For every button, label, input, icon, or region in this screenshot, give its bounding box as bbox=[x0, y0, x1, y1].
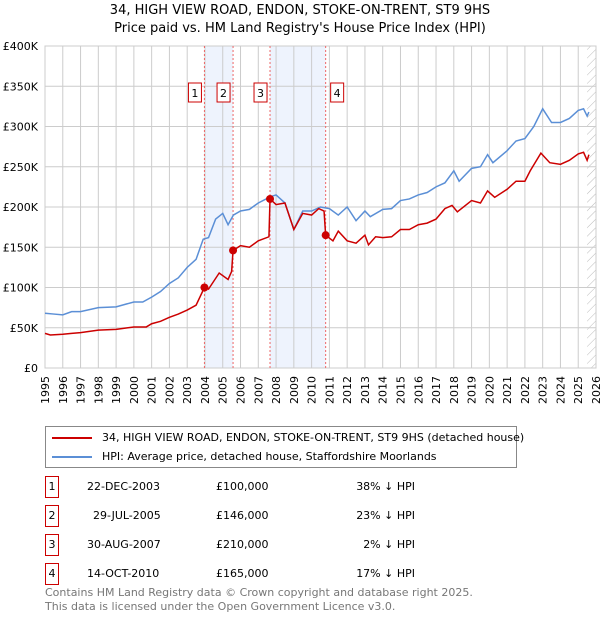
sale-label-box bbox=[330, 82, 345, 103]
x-tick-label: 2000 bbox=[128, 376, 141, 404]
x-tick-label: 2014 bbox=[377, 376, 390, 404]
plot-border bbox=[44, 45, 597, 369]
x-tick-label: 2021 bbox=[501, 376, 514, 404]
legend: 34, HIGH VIEW ROAD, ENDON, STOKE-ON-TREN… bbox=[45, 426, 524, 468]
sale-date: 22-DEC-2003 bbox=[87, 480, 161, 493]
sale-hpi-diff: 38% ↓ HPI bbox=[356, 480, 415, 493]
sale-label: 3 bbox=[257, 87, 264, 100]
x-tick-label: 2001 bbox=[146, 376, 159, 404]
sale-price: £165,000 bbox=[216, 567, 269, 580]
x-tick-label: 1999 bbox=[110, 376, 123, 404]
y-tick-label: £300K bbox=[3, 121, 39, 134]
y-tick-label: £350K bbox=[3, 80, 39, 93]
x-tick-label: 1997 bbox=[75, 376, 88, 404]
x-tick-label: 2004 bbox=[199, 376, 212, 404]
x-tick-label: 2026 bbox=[590, 376, 600, 404]
x-tick-label: 2018 bbox=[448, 376, 461, 404]
footer-line-1: Contains HM Land Registry data © Crown c… bbox=[45, 586, 473, 599]
x-tick-label: 2020 bbox=[483, 376, 496, 404]
x-tick-label: 2019 bbox=[466, 376, 479, 404]
x-tick-label: 1996 bbox=[57, 376, 70, 404]
legend-label: 34, HIGH VIEW ROAD, ENDON, STOKE-ON-TREN… bbox=[102, 431, 525, 444]
x-tick-label: 2002 bbox=[163, 376, 176, 404]
y-tick-label: £150K bbox=[3, 241, 39, 254]
sale-price: £210,000 bbox=[216, 538, 269, 551]
hpi-line bbox=[44, 107, 590, 316]
x-tick-label: 2013 bbox=[359, 376, 372, 404]
x-tick-label: 2010 bbox=[306, 376, 319, 404]
x-tick-label: 2024 bbox=[554, 376, 567, 404]
sale-point bbox=[321, 231, 330, 240]
legend-swatch-blue bbox=[52, 456, 92, 458]
x-tick-label: 2011 bbox=[323, 376, 336, 404]
y-tick-label: £400K bbox=[3, 40, 39, 53]
x-tick-label: 2007 bbox=[252, 376, 265, 404]
y-tick-label: £100K bbox=[3, 282, 39, 295]
chart-title: 34, HIGH VIEW ROAD, ENDON, STOKE-ON-TREN… bbox=[109, 3, 491, 18]
sale-label: 1 bbox=[191, 87, 198, 100]
sale-label: 4 bbox=[334, 87, 341, 100]
sale-point bbox=[266, 194, 275, 203]
sale-number: 3 bbox=[45, 534, 59, 556]
x-tick-label: 2017 bbox=[430, 376, 443, 404]
y-tick-label: £200K bbox=[3, 201, 39, 214]
x-tick-label: 2016 bbox=[412, 376, 425, 404]
sale-hpi-diff: 23% ↓ HPI bbox=[356, 509, 415, 522]
x-tick-label: 2005 bbox=[217, 376, 230, 404]
sale-date: 29-JUL-2005 bbox=[93, 509, 161, 522]
y-tick-label: £50K bbox=[10, 322, 39, 335]
x-tick-label: 2022 bbox=[519, 376, 532, 404]
x-tick-label: 2003 bbox=[181, 376, 194, 404]
price-chart: 1995 1996 1997 1998 1999 2000 2001 2002 2003 2004… bbox=[3, 40, 600, 404]
y-tick-label: £0 bbox=[24, 362, 38, 375]
sale-point bbox=[229, 246, 238, 255]
x-tick-label: 2009 bbox=[288, 376, 301, 404]
sale-point bbox=[200, 283, 209, 292]
x-tick-label: 2006 bbox=[235, 376, 248, 404]
legend-swatch-red bbox=[52, 437, 92, 439]
sale-number: 2 bbox=[45, 505, 59, 527]
footer-line-2: This data is licensed under the Open Gov… bbox=[45, 600, 396, 613]
y-tick-label: £250K bbox=[3, 161, 39, 174]
sale-label: 2 bbox=[220, 87, 227, 100]
sale-label-box bbox=[253, 82, 268, 103]
sale-number: 4 bbox=[45, 563, 59, 585]
legend-label: HPI: Average price, detached house, Staf… bbox=[102, 450, 437, 463]
x-tick-label: 2015 bbox=[394, 376, 407, 404]
x-tick-label: 1998 bbox=[92, 376, 105, 404]
sale-price: £100,000 bbox=[216, 480, 269, 493]
x-tick-label: 1995 bbox=[39, 376, 52, 404]
x-tick-label: 2023 bbox=[537, 376, 550, 404]
sale-number: 1 bbox=[45, 476, 59, 498]
sale-hpi-diff: 17% ↓ HPI bbox=[356, 567, 415, 580]
sale-hpi-diff: 2% ↓ HPI bbox=[363, 538, 415, 551]
x-tick-label: 2008 bbox=[270, 376, 283, 404]
x-tick-label: 2012 bbox=[341, 376, 354, 404]
legend-item-hpi: HPI: Average price, detached house, Staf… bbox=[52, 450, 437, 464]
sale-label-box bbox=[187, 82, 202, 103]
sale-price: £146,000 bbox=[216, 509, 269, 522]
x-tick-label: 2025 bbox=[572, 376, 585, 404]
chart-subtitle: Price paid vs. HM Land Registry's House … bbox=[114, 21, 486, 36]
legend-item-property: 34, HIGH VIEW ROAD, ENDON, STOKE-ON-TREN… bbox=[52, 431, 524, 445]
sale-date: 30-AUG-2007 bbox=[87, 538, 161, 551]
sale-date: 14-OCT-2010 bbox=[87, 567, 160, 580]
sale-label-box bbox=[216, 82, 231, 103]
